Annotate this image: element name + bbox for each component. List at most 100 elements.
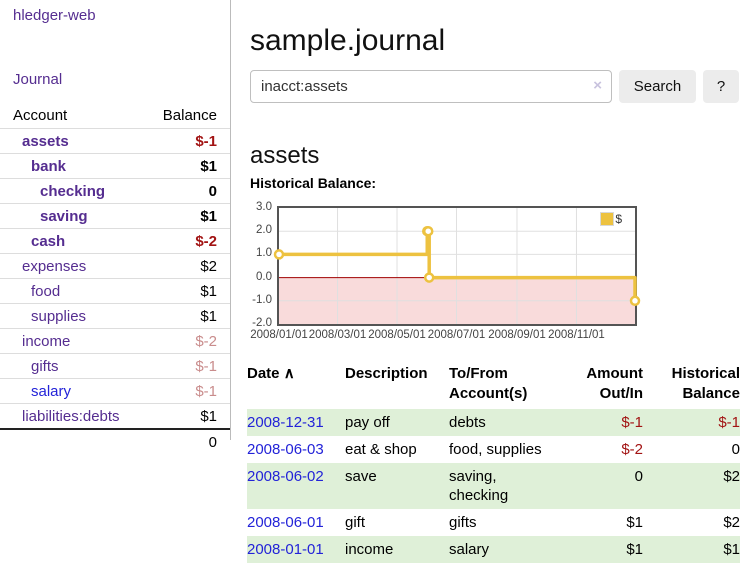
y-axis-tick: 1.0 bbox=[256, 247, 272, 260]
account-link-bank[interactable]: bank bbox=[31, 157, 67, 175]
y-axis-tick: 0.0 bbox=[256, 270, 272, 283]
help-button[interactable]: ? bbox=[703, 70, 739, 103]
account-row: checking 0 bbox=[0, 179, 230, 204]
transaction-accounts: food, supplies bbox=[449, 441, 542, 458]
search-button[interactable]: Search bbox=[619, 70, 696, 103]
accounts-total-row: 0 bbox=[0, 430, 230, 455]
account-row: saving $1 bbox=[0, 204, 230, 229]
register-row: 2008-06-01 gift gifts $1 $2 bbox=[247, 509, 740, 536]
register-table: Date ∧ Description To/From Account(s) Am… bbox=[247, 361, 740, 563]
transaction-accounts: salary bbox=[449, 541, 490, 558]
amount-column-header: Amount Out/In bbox=[586, 365, 643, 402]
legend-swatch-icon bbox=[600, 212, 615, 226]
account-link-salary[interactable]: salary bbox=[31, 382, 72, 400]
account-link-assets[interactable]: assets bbox=[22, 132, 69, 150]
app-title-link[interactable]: hledger-web bbox=[13, 7, 96, 24]
account-balance: $1 bbox=[200, 407, 217, 425]
account-balance: $-1 bbox=[195, 132, 217, 150]
transaction-description: pay off bbox=[345, 414, 390, 431]
account-link-supplies[interactable]: supplies bbox=[31, 307, 87, 325]
transaction-amount: $-2 bbox=[621, 441, 643, 458]
transaction-date-link[interactable]: 2008-06-01 bbox=[247, 514, 324, 531]
description-column-header: Description bbox=[345, 365, 428, 382]
date-column-header[interactable]: Date ∧ bbox=[247, 361, 345, 409]
account-balance: $-1 bbox=[195, 382, 217, 400]
y-axis-tick: 2.0 bbox=[256, 224, 272, 237]
transaction-description: gift bbox=[345, 514, 366, 531]
main-content: sample.journal × Search ? assets Histori… bbox=[232, 0, 742, 582]
account-row: assets $-1 bbox=[0, 129, 230, 154]
accounts-tree-header: Account Balance bbox=[0, 103, 230, 129]
transaction-balance: $1 bbox=[723, 541, 740, 558]
account-link-income[interactable]: income bbox=[22, 332, 71, 350]
account-row: liabilities:debts $1 bbox=[0, 404, 230, 430]
balance-chart: 3.0 2.0 1.0 0.0 -1.0 -2.0 $ 2008/01/01 2008/03… bbox=[232, 201, 742, 346]
transaction-date-link[interactable]: 2008-12-31 bbox=[247, 414, 324, 431]
account-row: supplies $1 bbox=[0, 304, 230, 329]
account-balance: $-2 bbox=[195, 232, 217, 250]
account-heading: assets bbox=[250, 141, 320, 169]
account-link-expenses[interactable]: expenses bbox=[22, 257, 87, 275]
balance-column-header: Balance bbox=[162, 107, 217, 124]
account-balance: $1 bbox=[200, 282, 217, 300]
search-box: × bbox=[250, 70, 612, 103]
register-row: 2008-06-02 save saving, checking 0 $2 bbox=[247, 463, 740, 509]
account-link-liabilities-debts[interactable]: liabilities:debts bbox=[22, 407, 120, 425]
account-balance: $1 bbox=[200, 207, 217, 225]
x-axis-tick: 2008/11/01 bbox=[548, 329, 605, 341]
transaction-amount: $1 bbox=[626, 541, 643, 558]
y-axis-tick: -1.0 bbox=[252, 293, 272, 306]
account-balance: $-2 bbox=[195, 332, 217, 350]
accounts-column-header: To/From Account(s) bbox=[449, 365, 528, 402]
search-input[interactable] bbox=[250, 70, 612, 103]
register-row: 2008-06-03 eat & shop food, supplies $-2 0 bbox=[247, 436, 740, 463]
account-link-food[interactable]: food bbox=[31, 282, 61, 300]
chart-plot-area: $ bbox=[273, 206, 641, 326]
transaction-date-link[interactable]: 2008-06-03 bbox=[247, 441, 324, 458]
transaction-description: save bbox=[345, 468, 377, 485]
account-row: cash $-2 bbox=[0, 229, 230, 254]
account-balance: $-1 bbox=[195, 357, 217, 375]
transaction-balance: $2 bbox=[723, 514, 740, 531]
account-row: expenses $2 bbox=[0, 254, 230, 279]
transaction-description: eat & shop bbox=[345, 441, 417, 458]
clear-search-icon[interactable]: × bbox=[593, 77, 602, 94]
page-title: sample.journal bbox=[250, 24, 446, 58]
transaction-date-link[interactable]: 2008-06-02 bbox=[247, 468, 324, 485]
y-axis-tick: -2.0 bbox=[252, 317, 272, 329]
sidebar-item-journal[interactable]: Journal bbox=[13, 71, 63, 88]
account-balance: $1 bbox=[200, 307, 217, 325]
transaction-balance: 0 bbox=[731, 441, 740, 458]
account-balance: $2 bbox=[200, 257, 217, 275]
account-row: bank $1 bbox=[0, 154, 230, 179]
account-link-gifts[interactable]: gifts bbox=[31, 357, 59, 375]
transaction-description: income bbox=[345, 541, 394, 558]
x-axis-tick: 2008/07/01 bbox=[427, 329, 486, 341]
y-axis-tick: 3.0 bbox=[256, 201, 272, 213]
transaction-accounts: debts bbox=[449, 414, 486, 431]
account-link-cash[interactable]: cash bbox=[31, 232, 66, 250]
account-row: salary $-1 bbox=[0, 379, 230, 404]
account-link-saving[interactable]: saving bbox=[40, 207, 88, 225]
transaction-date-link[interactable]: 2008-01-01 bbox=[247, 541, 324, 558]
account-column-header: Account bbox=[13, 107, 68, 124]
transaction-amount: 0 bbox=[634, 468, 643, 485]
sidebar: hledger-web Journal Account Balance asse… bbox=[0, 0, 231, 451]
transaction-balance: $-1 bbox=[718, 414, 740, 431]
chart-legend: $ bbox=[600, 212, 622, 226]
date-header-label: Date bbox=[247, 365, 280, 382]
account-balance: $1 bbox=[200, 157, 217, 175]
accounts-tree-rows: assets $-1 bank $1 checking 0 saving $1 cash $-2 e… bbox=[0, 129, 230, 430]
account-row: income $-2 bbox=[0, 329, 230, 354]
account-balance: 0 bbox=[208, 182, 217, 200]
register-header-row: Date ∧ Description To/From Account(s) Am… bbox=[247, 361, 740, 409]
x-axis-tick: 2008/03/01 bbox=[308, 329, 367, 341]
transaction-balance: $2 bbox=[723, 468, 740, 485]
register-row: 2008-01-01 income salary $1 $1 bbox=[247, 536, 740, 563]
x-axis-tick: 2008/09/01 bbox=[488, 329, 546, 341]
sort-ascending-icon: ∧ bbox=[283, 365, 295, 382]
account-row: food $1 bbox=[0, 279, 230, 304]
chart-title: Historical Balance: bbox=[250, 175, 377, 191]
transaction-amount: $1 bbox=[626, 514, 643, 531]
account-link-checking[interactable]: checking bbox=[40, 182, 106, 200]
